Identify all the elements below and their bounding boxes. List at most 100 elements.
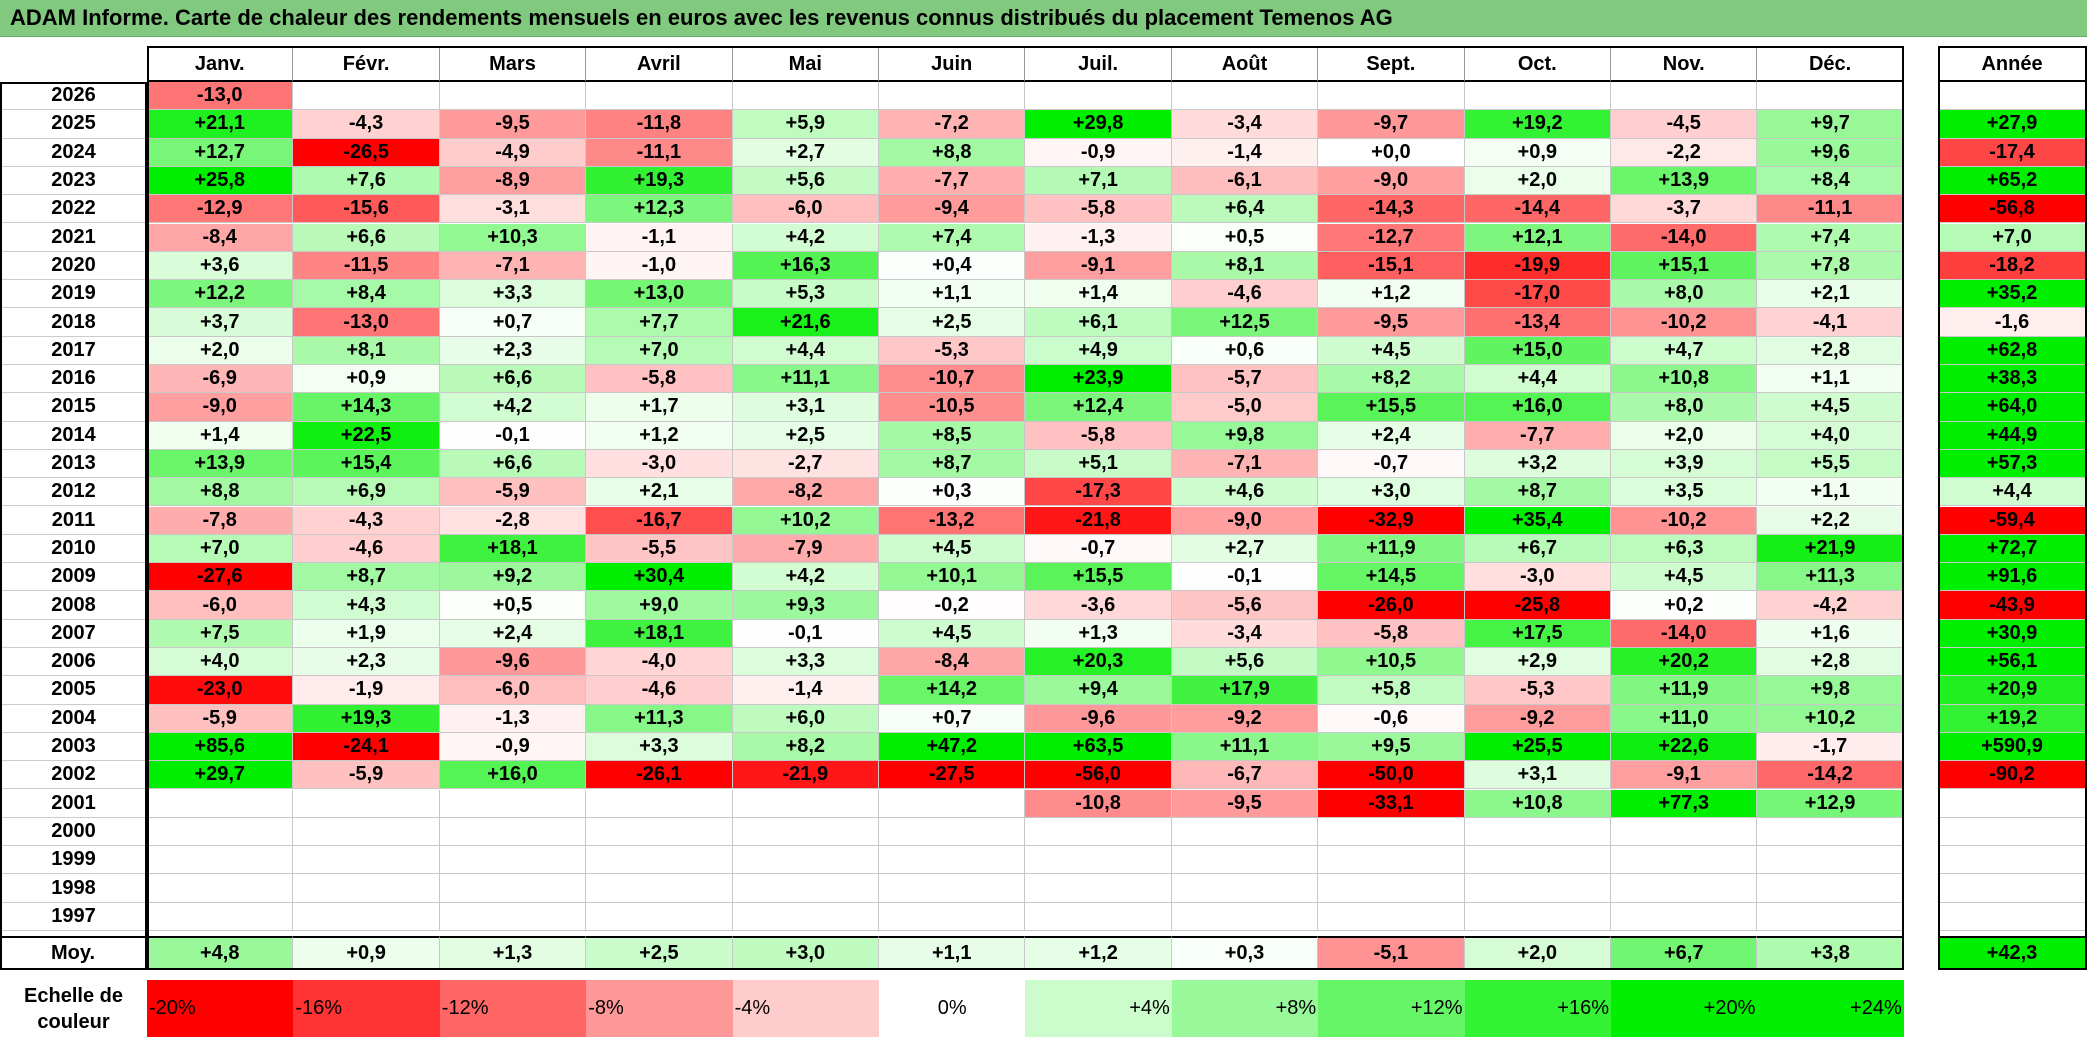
heatmap-cell: +18,1 <box>439 534 587 564</box>
heatmap-cell: +8,2 <box>1318 365 1465 394</box>
year-label: 1997 <box>0 902 147 931</box>
annual-cell: -17,4 <box>1938 138 2087 167</box>
scale-swatch: -16% <box>293 980 440 1037</box>
month-header: Avril <box>586 46 733 82</box>
heatmap-cell: +29,7 <box>147 761 294 790</box>
heatmap-cell: +4,7 <box>1611 336 1758 365</box>
year-label: 2018 <box>0 308 147 337</box>
heatmap-cell: +5,8 <box>1318 676 1465 705</box>
heatmap-cell: +4,5 <box>879 619 1026 648</box>
heatmap-cell: +2,0 <box>1611 421 1758 450</box>
heatmap-cell <box>1611 874 1758 903</box>
heatmap-cell: -7,9 <box>732 534 879 564</box>
heatmap-cell: -3,6 <box>1025 591 1172 620</box>
annual-cell: -56,8 <box>1938 195 2087 224</box>
heatmap-cell: +4,6 <box>1171 478 1319 507</box>
annual-cell <box>1938 902 2087 931</box>
heatmap-cell: +3,7 <box>147 308 294 337</box>
heatmap-cell <box>147 789 294 818</box>
heatmap-cell: +19,3 <box>586 166 733 196</box>
heatmap-cell: +11,1 <box>1171 732 1319 762</box>
annual-cell: +38,3 <box>1938 365 2087 394</box>
heatmap-cell: +6,0 <box>732 704 879 733</box>
heatmap-cell: -11,5 <box>293 251 440 281</box>
heatmap-cell: -1,1 <box>586 223 733 252</box>
heatmap-cell: +5,1 <box>1025 449 1172 479</box>
heatmap-cell: -14,4 <box>1464 195 1611 224</box>
year-label: 2014 <box>0 421 147 450</box>
heatmap-cell: +3,0 <box>1318 478 1465 507</box>
heatmap-cell: +8,7 <box>879 449 1026 479</box>
heatmap-cell: +19,3 <box>293 704 440 733</box>
heatmap-cell: +8,8 <box>147 478 294 507</box>
annual-cell: +7,0 <box>1938 223 2087 252</box>
heatmap-cell: +23,9 <box>1025 365 1172 394</box>
year-label: 2025 <box>0 110 147 139</box>
heatmap-cell: -33,1 <box>1318 789 1465 818</box>
heatmap-cell: +3,1 <box>732 393 879 422</box>
heatmap-cell <box>732 874 879 903</box>
heatmap-cell: -5,0 <box>1171 393 1319 422</box>
year-label: 2023 <box>0 166 147 196</box>
heatmap-cell: +11,3 <box>1757 563 1904 592</box>
heatmap-cell: +8,4 <box>1757 166 1904 196</box>
heatmap-cell: +25,8 <box>147 166 294 196</box>
heatmap-cell: -17,3 <box>1025 478 1172 507</box>
heatmap-cell: +9,0 <box>586 591 733 620</box>
heatmap-cell: -16,7 <box>586 506 733 535</box>
heatmap-cell <box>1757 817 1904 847</box>
heatmap-cell: -9,2 <box>1464 704 1611 733</box>
heatmap-cell: +5,6 <box>1171 648 1319 677</box>
heatmap-cell <box>732 902 879 931</box>
heatmap-cell: -2,7 <box>732 449 879 479</box>
average-cell: +6,7 <box>1611 936 1758 970</box>
heatmap-cell: -9,7 <box>1318 110 1465 139</box>
heatmap-cell: -8,9 <box>439 166 587 196</box>
month-header: Oct. <box>1464 46 1611 82</box>
heatmap-cell: -0,9 <box>439 732 587 762</box>
heatmap-cell: -0,7 <box>1318 449 1465 479</box>
heatmap-cell: +47,2 <box>879 732 1026 762</box>
heatmap-cell <box>147 817 294 847</box>
heatmap-cell <box>293 846 440 875</box>
heatmap-cell: -7,7 <box>1464 421 1611 450</box>
average-cell: +0,9 <box>293 936 440 970</box>
heatmap-cell: +22,6 <box>1611 732 1758 762</box>
average-cell: +1,3 <box>439 936 587 970</box>
heatmap-cell: -8,4 <box>879 648 1026 677</box>
scale-swatch: +16% <box>1464 980 1611 1037</box>
scale-swatch: +24% <box>1757 980 1904 1037</box>
heatmap-cell: +8,1 <box>1171 251 1319 281</box>
heatmap-cell: +2,4 <box>439 619 587 648</box>
scale-swatch: -4% <box>732 980 879 1037</box>
annual-cell: +19,2 <box>1938 704 2087 733</box>
heatmap-cell: +21,6 <box>732 308 879 337</box>
heatmap-cell <box>732 789 879 818</box>
heatmap-cell: +4,0 <box>1757 421 1904 450</box>
heatmap-cell: +9,7 <box>1757 110 1904 139</box>
annual-cell <box>1938 846 2087 875</box>
heatmap-cell: -0,1 <box>732 619 879 648</box>
heatmap-cell: -6,0 <box>732 195 879 224</box>
heatmap-cell <box>439 82 587 111</box>
heatmap-cell: -4,9 <box>439 138 587 167</box>
heatmap-cell: +20,2 <box>1611 648 1758 677</box>
average-cell: +1,1 <box>879 936 1026 970</box>
heatmap-cell <box>586 902 733 931</box>
heatmap-cell: +6,6 <box>439 365 587 394</box>
heatmap-cell: -0,1 <box>1171 563 1319 592</box>
heatmap-cell <box>439 874 587 903</box>
heatmap-cell <box>293 817 440 847</box>
year-label: 2006 <box>0 648 147 677</box>
heatmap-cell: +29,8 <box>1025 110 1172 139</box>
heatmap-cell: +1,1 <box>879 280 1026 309</box>
heatmap-cell <box>586 817 733 847</box>
year-label: 2008 <box>0 591 147 620</box>
heatmap-cell <box>1025 817 1172 847</box>
heatmap-cell: -21,9 <box>732 761 879 790</box>
heatmap-cell: +2,7 <box>1171 534 1319 564</box>
heatmap-cell: +14,5 <box>1318 563 1465 592</box>
heatmap-cell: +9,8 <box>1757 676 1904 705</box>
heatmap-cell: +8,5 <box>879 421 1026 450</box>
heatmap-cell: +14,2 <box>879 676 1026 705</box>
